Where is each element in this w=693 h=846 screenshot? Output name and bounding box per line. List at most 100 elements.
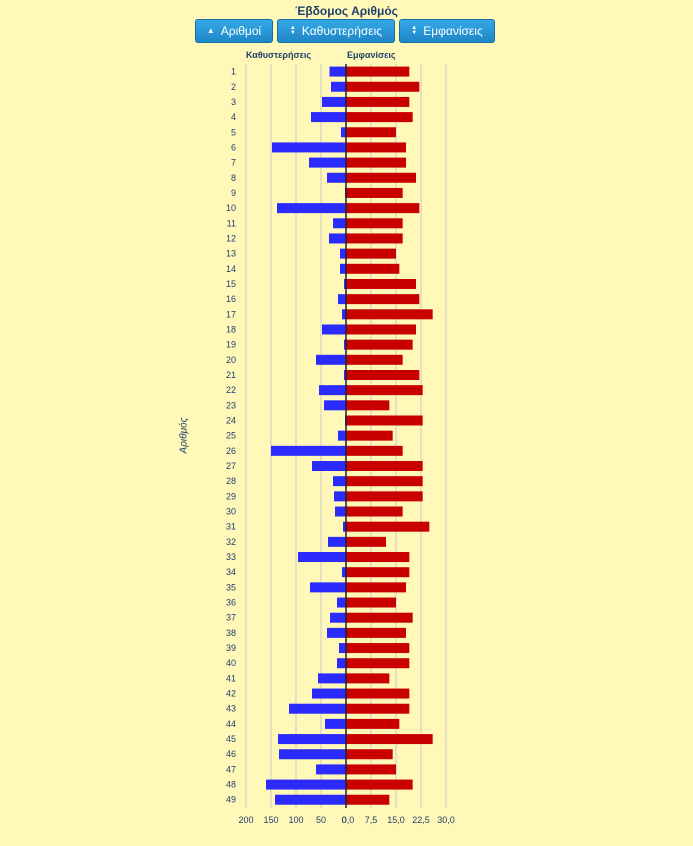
- category-label: 11: [227, 218, 236, 228]
- bar-appearances-19: [346, 339, 413, 350]
- category-label: 38: [226, 628, 236, 638]
- sort-by-number-label: Αριθμοί: [220, 24, 262, 38]
- category-label: 29: [226, 491, 236, 501]
- bar-appearances-7: [346, 157, 406, 168]
- bar-appearances-47: [346, 764, 396, 775]
- category-label: 12: [226, 233, 236, 243]
- bar-delays-43: [289, 703, 346, 714]
- sort-by-number-button[interactable]: ▲ Αριθμοί: [195, 19, 273, 43]
- category-label: 4: [231, 112, 236, 122]
- bar-appearances-22: [346, 385, 423, 396]
- bar-delays-2: [331, 81, 346, 92]
- sort-by-delays-button[interactable]: ▲ ▼ Καθυστερήσεις: [277, 19, 395, 43]
- x-tick-delays: 150: [263, 815, 278, 825]
- bar-delays-5: [341, 127, 346, 138]
- category-label: 33: [226, 552, 236, 562]
- category-label: 44: [226, 719, 236, 729]
- category-label: 40: [226, 658, 236, 668]
- bar-appearances-23: [346, 400, 390, 411]
- bar-appearances-11: [346, 218, 403, 229]
- bar-delays-46: [279, 749, 346, 760]
- sort-icon: ▲ ▼: [411, 25, 418, 36]
- category-label: 6: [231, 142, 236, 152]
- category-label: 5: [231, 127, 236, 137]
- bar-appearances-35: [346, 582, 406, 593]
- bar-delays-26: [271, 445, 346, 456]
- category-label: 37: [226, 613, 236, 623]
- x-tick-delays: 100: [288, 815, 303, 825]
- bar-appearances-33: [346, 552, 410, 563]
- bar-delays-14: [340, 263, 346, 274]
- bar-appearances-29: [346, 491, 423, 502]
- bar-delays-12: [329, 233, 346, 244]
- bar-appearances-15: [346, 278, 416, 289]
- bar-appearances-18: [346, 324, 416, 335]
- bar-appearances-10: [346, 203, 420, 214]
- category-label: 41: [226, 673, 236, 683]
- x-tick-appearances: 0,0: [342, 815, 355, 825]
- bar-appearances-39: [346, 643, 410, 654]
- bar-delays-18: [322, 324, 346, 335]
- bar-delays-31: [343, 521, 346, 532]
- category-label: 10: [226, 203, 236, 213]
- category-label: 34: [226, 567, 236, 577]
- bar-appearances-26: [346, 445, 403, 456]
- category-label: 36: [226, 598, 236, 608]
- bar-appearances-14: [346, 263, 400, 274]
- bar-delays-7: [309, 157, 346, 168]
- bar-delays-48: [266, 779, 346, 790]
- bar-appearances-5: [346, 127, 396, 138]
- category-label: 27: [226, 461, 236, 471]
- bar-appearances-34: [346, 567, 410, 578]
- bar-delays-3: [322, 96, 346, 107]
- bar-appearances-28: [346, 476, 423, 487]
- category-label: 28: [226, 476, 236, 486]
- category-label: 46: [226, 749, 236, 759]
- bar-appearances-36: [346, 597, 396, 608]
- bar-delays-39: [339, 643, 346, 654]
- category-label: 24: [226, 415, 236, 425]
- bar-delays-34: [342, 567, 346, 578]
- bar-appearances-40: [346, 658, 410, 669]
- bar-appearances-8: [346, 172, 416, 183]
- bar-appearances-41: [346, 673, 390, 684]
- bar-delays-6: [272, 142, 346, 153]
- bar-appearances-48: [346, 779, 413, 790]
- bar-appearances-38: [346, 627, 406, 638]
- bar-appearances-20: [346, 354, 403, 365]
- bar-delays-19: [344, 339, 346, 350]
- x-tick-delays: 0: [341, 815, 346, 825]
- bar-delays-42: [312, 688, 346, 699]
- category-label: 19: [226, 340, 236, 350]
- bar-delays-49: [275, 794, 346, 805]
- category-label: 23: [226, 400, 236, 410]
- category-label: 17: [226, 309, 236, 319]
- bar-delays-23: [324, 400, 346, 411]
- bar-delays-37: [330, 612, 346, 623]
- bar-appearances-49: [346, 794, 390, 805]
- bar-delays-25: [338, 430, 346, 441]
- bar-appearances-45: [346, 734, 433, 745]
- sort-asc-icon: ▲: [206, 26, 215, 35]
- bar-appearances-27: [346, 461, 423, 472]
- bar-delays-36: [337, 597, 346, 608]
- bar-appearances-32: [346, 536, 386, 547]
- bar-appearances-2: [346, 81, 420, 92]
- category-label: 43: [226, 704, 236, 714]
- category-label: 1: [231, 67, 236, 77]
- x-tick-delays: 200: [238, 815, 253, 825]
- x-tick-appearances: 30,0: [437, 815, 455, 825]
- category-label: 47: [226, 764, 236, 774]
- bar-delays-28: [333, 476, 346, 487]
- sort-by-delays-label: Καθυστερήσεις: [301, 24, 383, 38]
- bar-appearances-46: [346, 749, 393, 760]
- sort-by-appearances-button[interactable]: ▲ ▼ Εμφανίσεις: [399, 19, 495, 43]
- bar-delays-30: [335, 506, 346, 517]
- category-label: 49: [226, 795, 236, 805]
- sort-icon: ▲ ▼: [289, 25, 296, 36]
- bar-appearances-17: [346, 309, 433, 320]
- bar-appearances-3: [346, 96, 410, 107]
- sort-by-appearances-label: Εμφανίσεις: [423, 24, 483, 38]
- bar-delays-35: [310, 582, 346, 593]
- bar-delays-27: [312, 461, 346, 472]
